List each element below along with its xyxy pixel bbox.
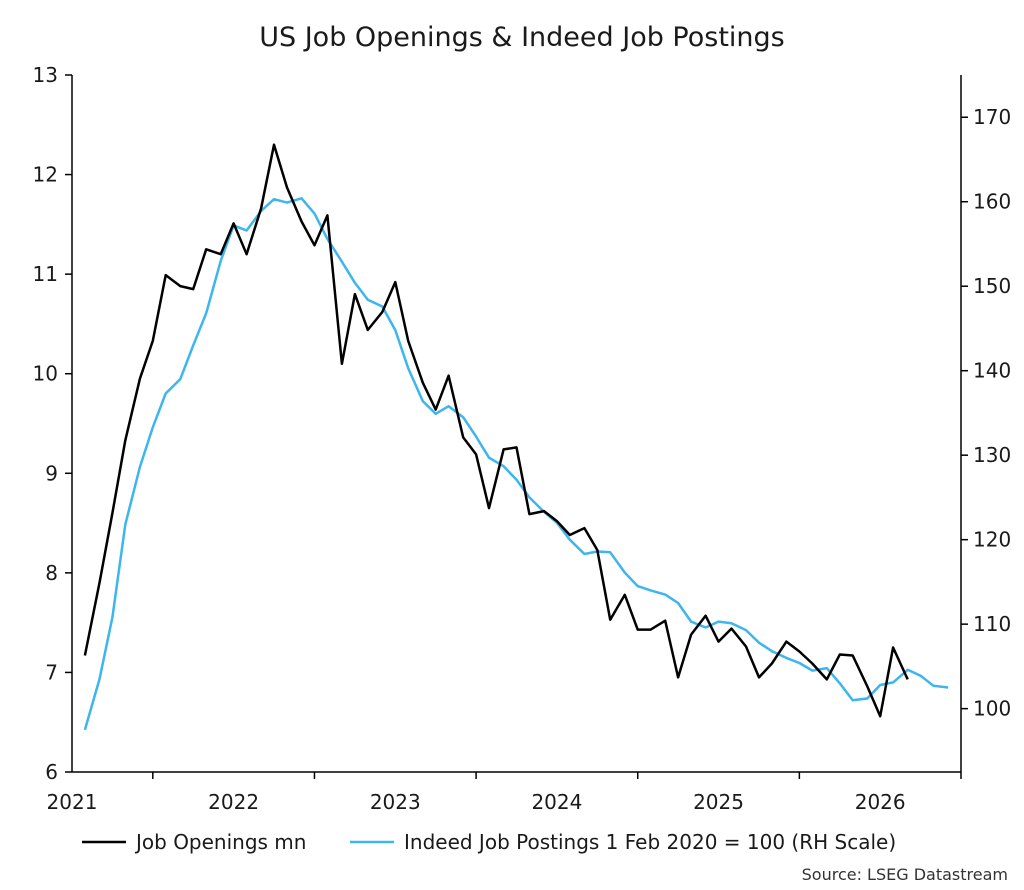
- right-y-tick-label: 160: [973, 190, 1011, 214]
- x-tick-label: 2021: [47, 790, 98, 814]
- x-tick-label: 2026: [855, 790, 906, 814]
- legend-label-indeed: Indeed Job Postings 1 Feb 2020 = 100 (RH…: [404, 830, 896, 854]
- right-y-tick-label: 170: [973, 105, 1011, 129]
- x-tick-label: 2023: [370, 790, 421, 814]
- series-lines: [83, 143, 949, 731]
- legend-label-job-openings: Job Openings mn: [134, 830, 306, 854]
- chart-title: US Job Openings & Indeed Job Postings: [259, 22, 785, 53]
- left-y-tick-label: 6: [45, 760, 58, 784]
- right-y-tick-label: 130: [973, 443, 1011, 467]
- right-y-tick-label: 110: [973, 612, 1011, 636]
- x-ticks: 2021 2022 2023 2024 2025 2026: [47, 772, 962, 814]
- right-y-tick-label: 100: [973, 697, 1011, 721]
- left-y-tick-label: 11: [33, 262, 58, 286]
- right-y-tick-label: 140: [973, 359, 1011, 383]
- axes: [71, 75, 962, 773]
- series-line-job: [83, 143, 909, 718]
- right-y-tick-label: 120: [973, 528, 1011, 552]
- series-line-indeed: [83, 197, 949, 731]
- left-y-tick-label: 10: [33, 362, 58, 386]
- left-y-tick-label: 13: [33, 63, 58, 87]
- left-y-ticks: 6 7 8 9 10 11 12 13: [33, 63, 72, 784]
- legend: Job Openings mn Indeed Job Postings 1 Fe…: [82, 830, 896, 854]
- x-tick-label: 2022: [208, 790, 259, 814]
- right-y-ticks: 100 110 120 130 140 150 160 170: [961, 105, 1011, 721]
- x-tick-label: 2024: [531, 790, 582, 814]
- x-tick-label: 2025: [693, 790, 744, 814]
- left-y-tick-label: 7: [45, 660, 58, 684]
- left-y-tick-label: 12: [33, 163, 58, 187]
- left-y-tick-label: 9: [45, 461, 58, 485]
- left-y-tick-label: 8: [45, 561, 58, 585]
- source-note: Source: LSEG Datastream: [802, 865, 1008, 884]
- right-y-tick-label: 150: [973, 274, 1011, 298]
